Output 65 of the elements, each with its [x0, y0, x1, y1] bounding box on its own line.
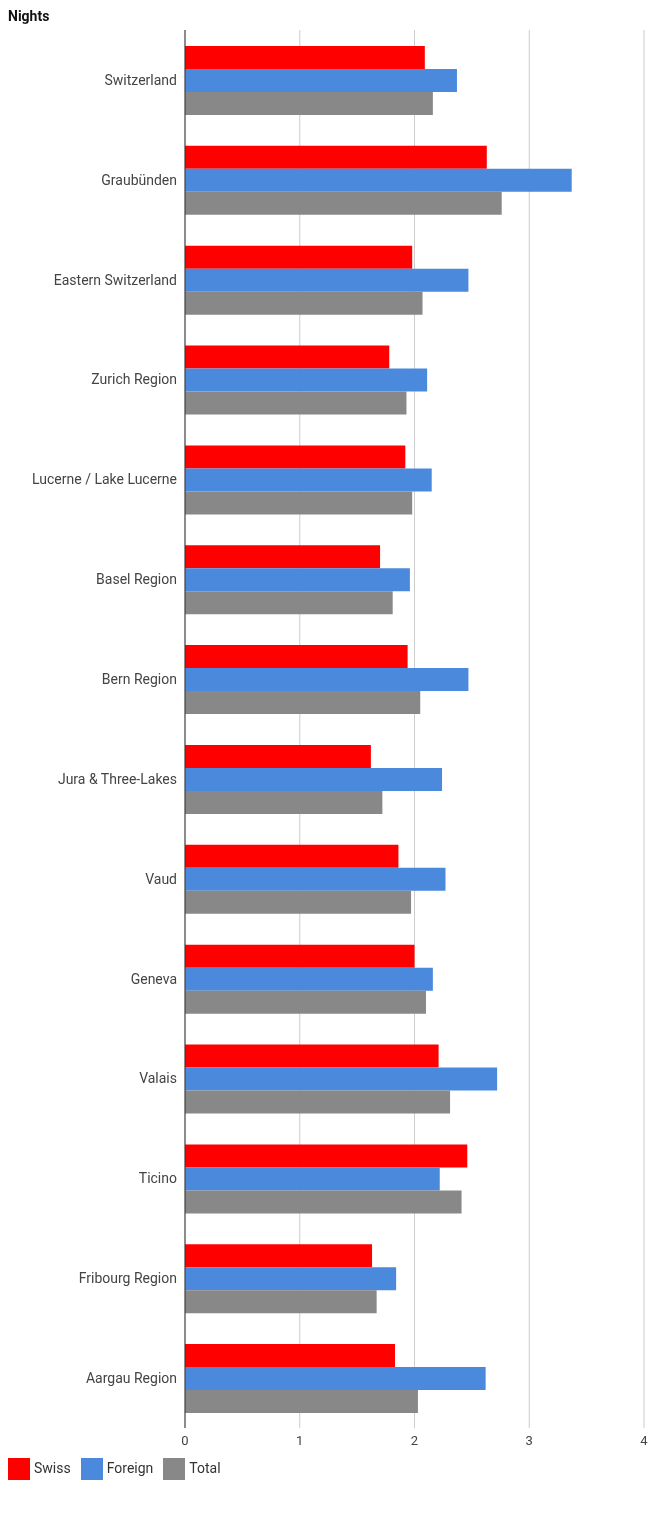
bar: [185, 445, 406, 469]
y-tick-label: Aargau Region: [85, 1370, 177, 1387]
y-tick-label: Zurich Region: [91, 371, 177, 388]
bar: [185, 867, 446, 891]
bar: [185, 1190, 462, 1214]
bar: [185, 191, 502, 215]
bar: [185, 1267, 397, 1291]
y-tick-label: Ticino: [138, 1170, 177, 1187]
y-tick-label: Valais: [139, 1070, 177, 1087]
bar: [185, 245, 413, 269]
bar: [185, 1167, 440, 1191]
x-tick-label: 0: [181, 1433, 189, 1449]
bar: [185, 967, 433, 991]
y-tick-label: Jura & Three-Lakes: [57, 770, 177, 787]
y-tick-label: Basel Region: [96, 571, 177, 588]
x-tick-label: 2: [410, 1433, 419, 1449]
bar: [185, 645, 408, 669]
y-tick-label: Fribourg Region: [78, 1270, 177, 1287]
bar: [185, 145, 487, 169]
bar: [185, 1044, 439, 1068]
bar: [185, 391, 407, 415]
bar: [185, 591, 393, 615]
y-tick-label: Lucerne / Lake Lucerne: [32, 471, 177, 488]
bar: [185, 767, 443, 791]
legend-label: Foreign: [106, 1459, 154, 1476]
bar: [185, 168, 572, 192]
legend-label: Total: [189, 1459, 221, 1476]
bar: [185, 1344, 395, 1368]
legend-label: Swiss: [34, 1459, 71, 1476]
y-tick-label: Bern Region: [101, 671, 177, 688]
bar: [185, 491, 413, 515]
bar: [185, 1367, 486, 1391]
bar: [185, 844, 399, 868]
bar: [185, 668, 469, 692]
bar: [185, 345, 390, 369]
y-tick-label: Geneva: [130, 970, 177, 987]
bar: [185, 790, 383, 814]
x-tick-label: 3: [525, 1433, 533, 1449]
bar: [185, 1144, 468, 1168]
y-tick-label: Graubünden: [101, 171, 177, 188]
bar: [185, 568, 410, 592]
y-tick-label: Switzerland: [104, 71, 177, 88]
y-tick-label: Eastern Switzerland: [53, 271, 177, 288]
bar: [185, 890, 412, 914]
bar: [185, 1244, 373, 1268]
bar: [185, 368, 428, 392]
bar: [185, 1067, 498, 1091]
bar: [185, 45, 425, 69]
bar: [185, 268, 469, 292]
bar: [185, 1090, 451, 1114]
bar: [185, 990, 426, 1014]
bar: [185, 468, 432, 492]
text: Nights: [8, 8, 51, 24]
bar: [185, 744, 371, 768]
bar: [185, 291, 423, 315]
x-tick-label: 1: [296, 1433, 304, 1449]
x-tick-label: 4: [640, 1433, 649, 1449]
bar: [185, 1390, 418, 1414]
bar: [185, 944, 415, 968]
bar: [185, 545, 381, 569]
bar: [185, 91, 433, 115]
bar: [185, 68, 457, 92]
y-tick-label: Vaud: [145, 870, 177, 887]
bar: [185, 691, 421, 715]
bar: [185, 1290, 377, 1314]
